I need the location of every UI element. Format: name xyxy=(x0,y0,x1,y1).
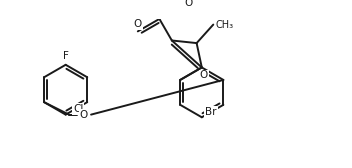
Text: CH₃: CH₃ xyxy=(216,20,234,30)
Text: F: F xyxy=(63,51,69,61)
Text: O: O xyxy=(200,70,208,80)
Text: O: O xyxy=(134,19,142,29)
Text: O: O xyxy=(80,110,88,120)
Text: Cl: Cl xyxy=(73,104,83,114)
Text: O: O xyxy=(184,0,193,8)
Text: Br: Br xyxy=(205,107,217,117)
